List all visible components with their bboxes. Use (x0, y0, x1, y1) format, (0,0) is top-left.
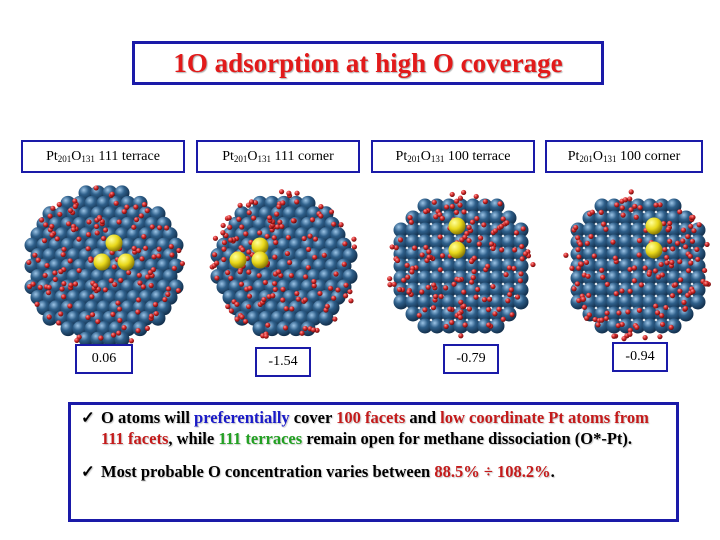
energy-value-100-terrace: -0.79 (443, 344, 499, 374)
cluster-image-100-terrace (387, 189, 536, 339)
slide-title: 1O adsorption at high O coverage (173, 47, 563, 78)
notes-box: ✓ O atoms will preferentially cover 100 … (68, 402, 679, 522)
note-2: ✓ Most probable O concentration varies b… (81, 462, 555, 481)
energy-value-111-corner: -1.54 (255, 347, 311, 377)
label-formula: Pt201O131 111 terrace (46, 148, 160, 164)
label-formula: Pt201O131 111 corner (222, 148, 334, 164)
note-1: ✓ O atoms will preferentially cover 100 … (81, 408, 649, 448)
panel-label-111-corner: Pt201O131 111 corner (196, 140, 360, 173)
energy-value-100-corner: -0.94 (612, 342, 668, 372)
cluster-image-111-corner (209, 189, 358, 339)
energy-value-111-terrace: 0.06 (75, 344, 133, 374)
cluster-image-100-corner (563, 189, 711, 342)
check-icon: ✓ (81, 462, 95, 481)
label-formula: Pt201O131 100 corner (567, 148, 681, 164)
panel-label-111-terrace: Pt201O131 111 terrace (21, 140, 185, 173)
check-icon: ✓ (81, 408, 95, 427)
panel-label-100-terrace: Pt201O131 100 terrace (371, 140, 535, 173)
title-box: 1O adsorption at high O coverage (132, 41, 604, 85)
label-formula: Pt201O131 100 terrace (395, 148, 511, 164)
cluster-image-111-terrace (24, 185, 186, 347)
panel-label-100-corner: Pt201O131 100 corner (545, 140, 703, 173)
